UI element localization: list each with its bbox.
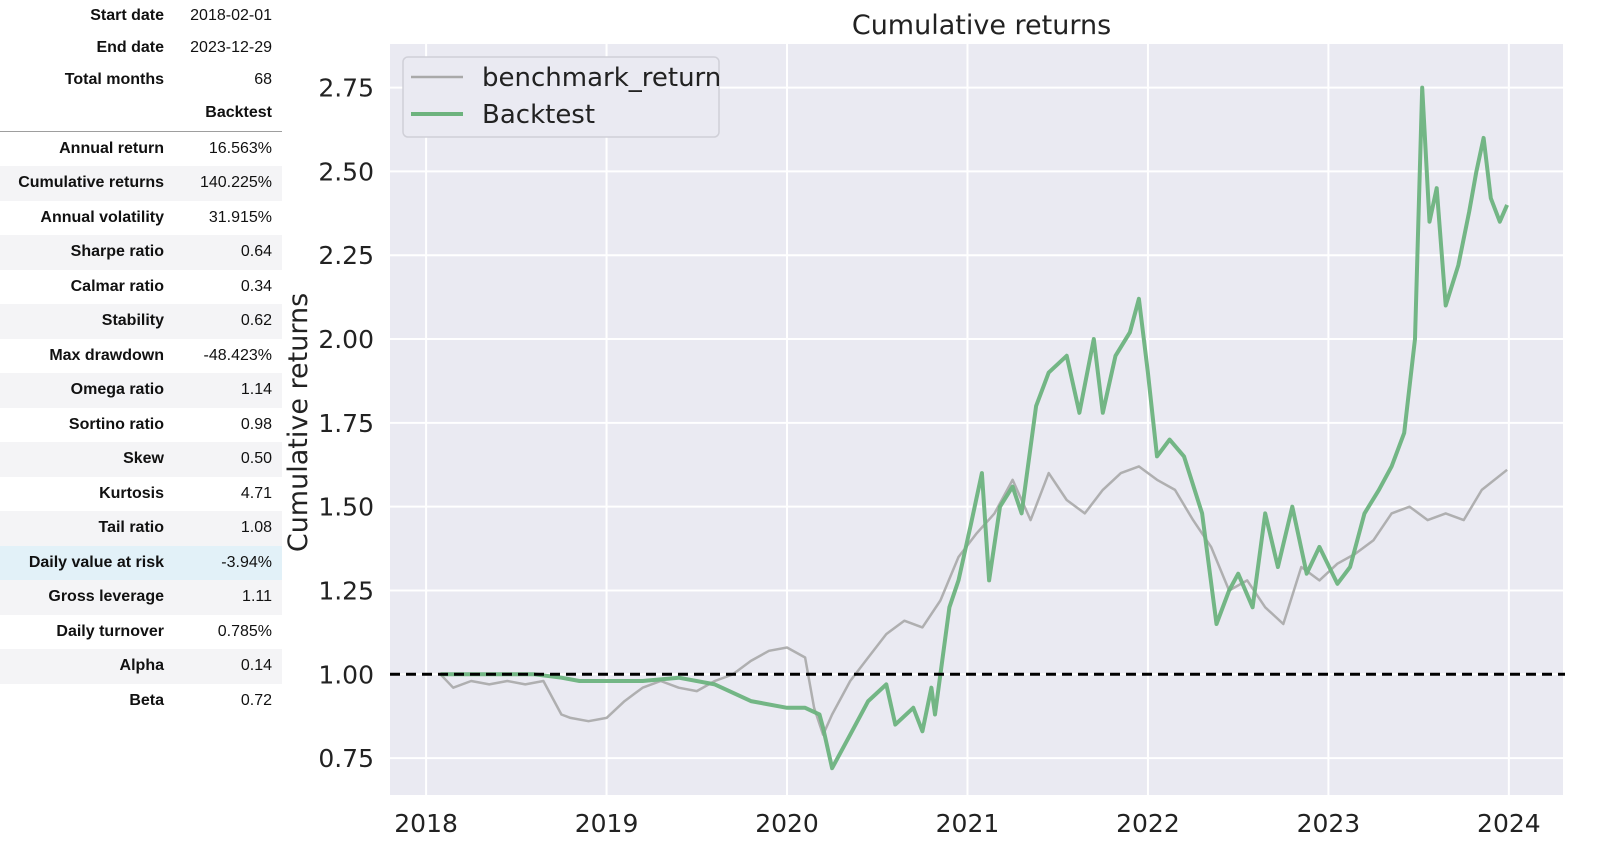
y-tick-label: 1.75: [318, 409, 374, 438]
y-tick-label: 0.75: [318, 744, 374, 773]
stat-value: 0.62: [240, 312, 272, 329]
stat-label: Daily value at risk: [28, 553, 164, 571]
stat-value: 16.563%: [208, 139, 272, 157]
stat-value: 140.225%: [199, 174, 272, 191]
y-tick-label: 1.50: [318, 493, 374, 522]
stat-label: Tail ratio: [98, 519, 165, 536]
stats-row: Start date 2018-02-01: [0, 0, 282, 32]
stat-label: Kurtosis: [99, 484, 164, 502]
stats-row: Calmar ratio 0.34: [0, 270, 282, 305]
performance-stats-table: Start date 2018-02-01 End date 2023-12-29 To…: [0, 0, 282, 718]
y-tick-label: 2.50: [318, 157, 374, 186]
stats-row: Annual volatility 31.915%: [0, 201, 282, 236]
stat-value: 0.72: [240, 691, 272, 709]
stat-value: 2018-02-01: [190, 7, 272, 24]
stat-label: Calmar ratio: [70, 277, 164, 295]
stats-header-rows: Start date 2018-02-01 End date 2023-12-29 To…: [0, 0, 282, 96]
stats-row: Omega ratio 1.14: [0, 373, 282, 408]
stat-value: 2023-12-29: [190, 39, 272, 56]
y-tick-label: 2.00: [318, 325, 374, 354]
stat-label: Cumulative returns: [18, 174, 164, 191]
stats-row: Sortino ratio 0.98: [0, 408, 282, 443]
stat-value: 1.14: [240, 381, 272, 398]
stats-row: Stability 0.62: [0, 304, 282, 339]
y-tick-label: 1.00: [318, 660, 374, 689]
stats-row: End date 2023-12-29: [0, 32, 282, 64]
plot-area: [390, 44, 1563, 795]
legend-box: [402, 56, 720, 138]
x-tick-label: 2019: [575, 809, 639, 838]
stat-label: Omega ratio: [70, 381, 164, 398]
y-tick-label: 2.75: [318, 74, 374, 103]
stat-value: 68: [254, 71, 272, 88]
x-tick-label: 2018: [394, 809, 458, 838]
x-tick-label: 2023: [1297, 809, 1361, 838]
stats-row: Gross leverage 1.11: [0, 580, 282, 615]
stats-row: Skew 0.50: [0, 442, 282, 477]
stats-row: Cumulative returns 140.225%: [0, 166, 282, 201]
stats-row: Daily value at risk -3.94%: [0, 545, 282, 580]
stat-label: Daily turnover: [56, 622, 164, 640]
stat-value: 0.50: [240, 450, 272, 467]
stat-label: Beta: [129, 691, 164, 709]
chart-svg: 2018 2019 2020 2021 2022 2023 2024 0.75 1.00 1.25…: [285, 10, 1565, 838]
stat-value: 31.915%: [208, 208, 272, 226]
stat-label: Annual return: [59, 139, 164, 157]
x-tick-label: 2020: [755, 809, 819, 838]
x-tick-label: 2022: [1116, 809, 1180, 838]
stat-label: Sharpe ratio: [70, 243, 164, 260]
stats-row: Total months 68: [0, 64, 282, 96]
x-tick-label: 2024: [1477, 809, 1541, 838]
y-tick-label: 2.25: [318, 241, 374, 270]
legend-label: benchmark_return: [482, 63, 721, 93]
stats-row: Kurtosis 4.71: [0, 477, 282, 512]
chart-title: Cumulative returns: [852, 10, 1111, 41]
stats-row: Sharpe ratio 0.64: [0, 235, 282, 270]
stats-row: Daily turnover 0.785%: [0, 615, 282, 650]
y-tick-label: 1.25: [318, 576, 374, 605]
stat-value: 0.34: [240, 277, 272, 295]
stat-value: 4.71: [240, 484, 272, 502]
cumulative-returns-chart: 2018 2019 2020 2021 2022 2023 2024 0.75 1.00 1.25…: [285, 0, 1614, 867]
stats-metric-rows: Annual return 16.563% Cumulative returns 14…: [0, 130, 282, 719]
stat-label: Alpha: [119, 657, 164, 674]
backtest-line: [440, 85, 1509, 771]
stat-value: 0.98: [240, 415, 272, 433]
stats-row: Annual return 16.563%: [0, 132, 282, 167]
stat-value: 1.11: [242, 588, 272, 605]
stat-label: Skew: [123, 450, 164, 467]
stats-row: Beta 0.72: [0, 684, 282, 719]
stat-label: Gross leverage: [48, 588, 164, 605]
stats-row: Alpha 0.14: [0, 649, 282, 684]
benchmark-line: [439, 465, 1508, 736]
x-tick-label: 2021: [936, 809, 1000, 838]
stats-row: Tail ratio 1.08: [0, 511, 282, 546]
stat-label: Total months: [64, 71, 164, 88]
stat-label: Annual volatility: [40, 208, 164, 226]
stat-value: -3.94%: [221, 553, 272, 571]
stat-label: End date: [96, 39, 164, 56]
stat-label: Max drawdown: [49, 346, 164, 364]
stat-value: -48.423%: [203, 346, 273, 364]
stats-row: Max drawdown -48.423%: [0, 339, 282, 374]
stat-value: 1.08: [240, 519, 272, 536]
stat-value: 0.14: [240, 657, 272, 674]
y-axis-label: Cumulative returns: [285, 293, 314, 552]
legend-label: Backtest: [482, 100, 595, 130]
stat-value: 0.785%: [217, 622, 272, 640]
stat-value: 0.64: [240, 243, 272, 260]
column-header-row: Backtest: [0, 96, 282, 131]
stat-label: Stability: [101, 312, 164, 329]
stat-label: Start date: [90, 7, 164, 24]
column-header: Backtest: [205, 104, 272, 121]
stat-label: Sortino ratio: [68, 415, 164, 433]
